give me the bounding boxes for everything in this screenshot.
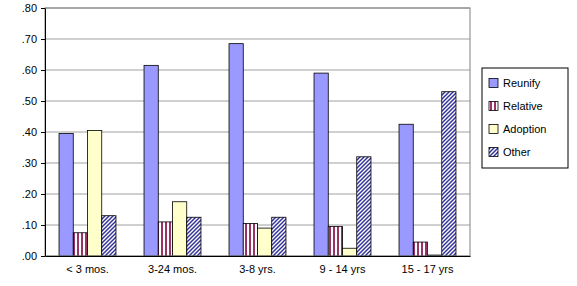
y-tick-mark (41, 70, 45, 71)
y-tick-label: .40 (22, 126, 37, 138)
y-tick-label: .60 (22, 64, 37, 76)
y-tick-label: .70 (22, 33, 37, 45)
legend-entry: Adoption (489, 123, 546, 135)
grid-line (45, 101, 470, 102)
legend-box (482, 68, 568, 168)
bar (258, 228, 272, 256)
y-tick: .80 (22, 2, 45, 14)
y-tick: .50 (22, 95, 45, 107)
y-tick-mark (41, 8, 45, 9)
x-tick: < 3 mos. (66, 256, 109, 275)
y-tick: .00 (22, 250, 45, 262)
y-tick-label: .20 (22, 188, 37, 200)
bar (88, 130, 102, 256)
grid-line (45, 39, 470, 40)
y-axis: .00 .10 .20 .30 .40 .50 .60 .70 .80 (22, 2, 46, 262)
y-tick-mark (41, 39, 45, 40)
legend-label: Other (503, 146, 531, 158)
plot: .00 .10 .20 .30 .40 .50 .60 .70 .80 < 3 mos. 3-24 … (22, 2, 471, 275)
legend-label: Reunify (503, 77, 541, 89)
bar (442, 92, 456, 256)
x-tick: 15 - 17 yrs (402, 256, 454, 275)
bar (229, 44, 243, 256)
legend-swatch (489, 125, 498, 134)
legend-entry: Other (489, 146, 531, 158)
y-tick-label: .00 (22, 250, 37, 262)
y-tick-label: .50 (22, 95, 37, 107)
x-tick-label: 3-24 mos. (148, 263, 197, 275)
x-tick: 9 - 14 yrs (320, 256, 366, 275)
y-tick-label: .30 (22, 157, 37, 169)
x-tick: 3-24 mos. (148, 256, 197, 275)
legend-swatch (489, 102, 498, 111)
bar (328, 227, 342, 256)
plot-frame (45, 8, 470, 256)
y-tick-mark (41, 163, 45, 164)
y-tick-label: .80 (22, 2, 37, 14)
legend-entry: Relative (489, 100, 543, 112)
y-tick: .30 (22, 157, 45, 169)
x-tick-label: 3-8 yrs. (239, 263, 276, 275)
bar (243, 223, 257, 256)
bar (343, 248, 357, 256)
bar-series (59, 44, 413, 256)
bar (272, 217, 286, 256)
bar (158, 222, 172, 256)
x-tick-label: 15 - 17 yrs (402, 263, 454, 275)
bar (413, 242, 427, 256)
legend-label: Adoption (503, 123, 546, 135)
y-tick-label: .10 (22, 219, 37, 231)
y-tick-mark (41, 132, 45, 133)
bar (59, 134, 73, 256)
y-tick-mark (41, 194, 45, 195)
legend-entry: Reunify (489, 77, 541, 89)
grid-line (45, 70, 470, 71)
x-axis-line (46, 256, 471, 257)
x-tick-label: 9 - 14 yrs (320, 263, 366, 275)
legend-swatch (489, 79, 498, 88)
bar-series (102, 92, 456, 256)
bar-series (73, 222, 427, 256)
bar (73, 233, 87, 256)
y-tick: .60 (22, 64, 45, 76)
x-axis: < 3 mos. 3-24 mos. 3-8 yrs. 9 - 14 yrs 15 - … (46, 256, 471, 275)
grid (45, 8, 470, 256)
y-tick-mark (41, 225, 45, 226)
bar (187, 217, 201, 256)
bar (102, 216, 116, 256)
y-axis-line (45, 9, 46, 257)
y-tick: .70 (22, 33, 45, 45)
legend-swatch (489, 148, 498, 157)
bar (357, 157, 371, 256)
legend: Reunify Relative Adoption Other (482, 68, 568, 168)
y-tick: .10 (22, 219, 45, 231)
bar (314, 73, 328, 256)
y-tick-mark (41, 101, 45, 102)
y-tick: .20 (22, 188, 45, 200)
legend-label: Relative (503, 100, 543, 112)
bar (144, 65, 158, 256)
x-tick: 3-8 yrs. (239, 256, 276, 275)
y-tick-mark (41, 256, 45, 257)
y-tick: .40 (22, 126, 45, 138)
chart: .00 .10 .20 .30 .40 .50 .60 .70 .80 < 3 mos. 3-24 … (0, 0, 577, 286)
bar (173, 202, 187, 256)
bars (59, 44, 456, 256)
x-tick-label: < 3 mos. (66, 263, 109, 275)
bar (399, 124, 413, 256)
bar-series (88, 130, 442, 256)
